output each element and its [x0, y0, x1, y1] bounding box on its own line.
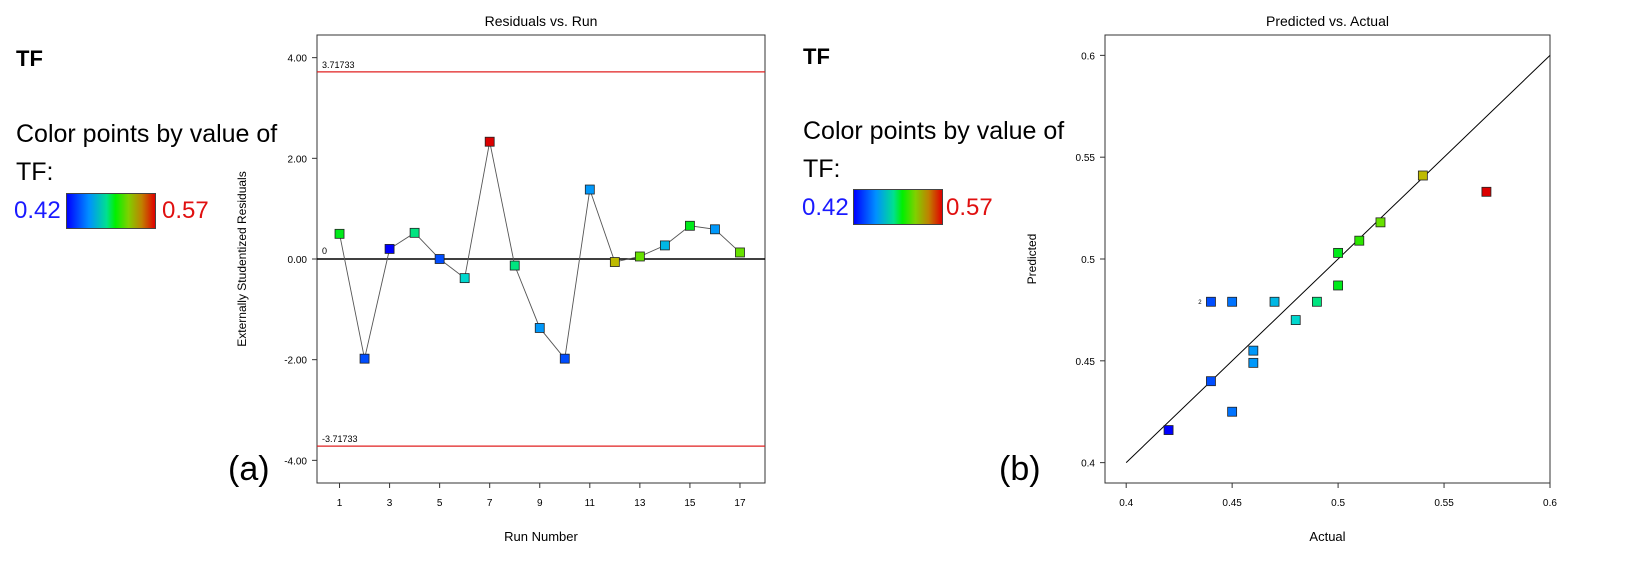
chart-b-point: [1163, 425, 1174, 435]
chart-b-point: [1375, 217, 1386, 228]
chart-a-title: Residuals vs. Run: [485, 13, 598, 29]
chart-a-xtick-label: 7: [487, 498, 493, 509]
chart-a-point: [434, 254, 445, 264]
chart-b-point: [1248, 345, 1259, 356]
chart-a-xtick-label: 3: [387, 498, 393, 509]
chart-a-xtick-label: 5: [437, 498, 443, 509]
chart-a-point: [384, 244, 395, 254]
chart-a-ylabel: Externally Studentized Residuals: [235, 171, 249, 346]
chart-b-ytick-label: 0.5: [1081, 255, 1095, 266]
chart-a-point: [710, 224, 720, 235]
legend-a-color-by-line2: TF:: [16, 158, 54, 186]
chart-b-ytick-label: 0.6: [1081, 51, 1095, 62]
legend-b-color-gradient: [853, 189, 943, 225]
chart-b-xtick-label: 0.45: [1222, 498, 1242, 509]
chart-a-point: [584, 184, 595, 195]
legend-a-scale-max: 0.57: [162, 197, 209, 224]
chart-b-point: [1312, 296, 1322, 307]
chart-a-lower-limit-label: -3.71733: [322, 434, 358, 444]
chart-b-point-count-label: 2: [1198, 300, 1202, 306]
chart-a-xtick-label: 17: [734, 498, 746, 509]
chart-a-point: [685, 220, 695, 231]
legend-b-scale-min: 0.42: [802, 194, 849, 221]
chart-b-xtick-label: 0.4: [1119, 498, 1133, 509]
chart-b-xtick-label: 0.5: [1331, 498, 1345, 509]
chart-a-zero-label: 0: [322, 246, 327, 256]
chart-b-ytick-label: 0.4: [1081, 459, 1095, 470]
chart-b-plot-frame: [1104, 34, 1551, 484]
chart-a-xtick-label: 13: [634, 498, 646, 509]
chart-a-point: [634, 251, 645, 262]
legend-b-response-name: TF: [803, 44, 830, 69]
residuals-vs-run-chart: Residuals vs. Run 4.00 2.00 0.00 -2.00 -4.00 1…: [235, 13, 766, 544]
chart-b-point: [1333, 280, 1343, 291]
chart-b-ytick-label: 0.55: [1076, 153, 1096, 164]
legend-a-color-by-line1: Color points by value of: [16, 120, 278, 148]
chart-b-xlabel: Actual: [1309, 529, 1345, 544]
chart-b-xtick-label: 0.55: [1434, 498, 1454, 509]
chart-b-diagonal-line: [1125, 55, 1551, 463]
chart-b-point: [1227, 406, 1238, 417]
chart-a-upper-limit-label: 3.71733: [322, 60, 355, 70]
chart-a-ytick-label: -2.00: [284, 356, 307, 367]
chart-b-point: [1417, 170, 1428, 181]
chart-b-point: [1227, 296, 1238, 307]
chart-a-ytick-label: -4.00: [284, 456, 307, 467]
chart-b-point: [1333, 247, 1343, 258]
chart-a-ytick-label: 2.00: [288, 154, 308, 165]
panel-label-b: (b): [999, 450, 1041, 488]
chart-a-point: [334, 228, 345, 239]
chart-a-xtick-label: 9: [537, 498, 543, 509]
legend-b-color-by-line1: Color points by value of: [803, 117, 1065, 145]
chart-b-point: [1290, 315, 1301, 325]
chart-b-ylabel: Predicted: [1025, 234, 1039, 285]
legend-a-color-gradient: [66, 193, 156, 229]
legend-b-scale-max: 0.57: [946, 194, 993, 221]
chart-a-ytick-label: 0.00: [288, 255, 308, 266]
chart-a-point: [609, 257, 620, 267]
chart-b-ytick-label: 0.45: [1076, 357, 1096, 368]
chart-b-point: [1206, 376, 1216, 387]
chart-a-point: [659, 240, 670, 251]
chart-a-point: [484, 136, 495, 147]
chart-a-point: [534, 323, 545, 333]
chart-a-point: [559, 353, 570, 364]
chart-a-xlabel: Run Number: [504, 529, 578, 544]
chart-a-point: [359, 353, 370, 364]
panel-label-a: (a): [228, 450, 270, 488]
chart-b-point: [1354, 235, 1365, 246]
chart-a-point: [409, 227, 420, 238]
predicted-vs-actual-chart: Predicted vs. Actual 0.6 0.55 0.5 0.45 0.4 0.4…: [1025, 13, 1557, 544]
legend-a-scale-min: 0.42: [14, 197, 61, 224]
chart-a-point: [509, 260, 520, 271]
chart-a-xtick-label: 1: [337, 498, 343, 509]
legend-a-response-name: TF: [16, 46, 43, 71]
chart-b-point: [1248, 357, 1259, 368]
chart-a-ytick-label: 4.00: [288, 54, 308, 65]
chart-a-xtick-label: 11: [585, 498, 596, 509]
chart-b-point: [1269, 296, 1280, 307]
chart-b-point: [1206, 296, 1216, 307]
chart-a-point: [459, 273, 470, 284]
chart-a-xtick-label: 15: [684, 498, 696, 509]
legend-b-color-by-line2: TF:: [803, 155, 841, 183]
chart-b-xtick-label: 0.6: [1543, 498, 1557, 509]
chart-a-point: [735, 247, 745, 258]
chart-b-title: Predicted vs. Actual: [1266, 13, 1389, 29]
chart-b-point: [1481, 186, 1492, 197]
